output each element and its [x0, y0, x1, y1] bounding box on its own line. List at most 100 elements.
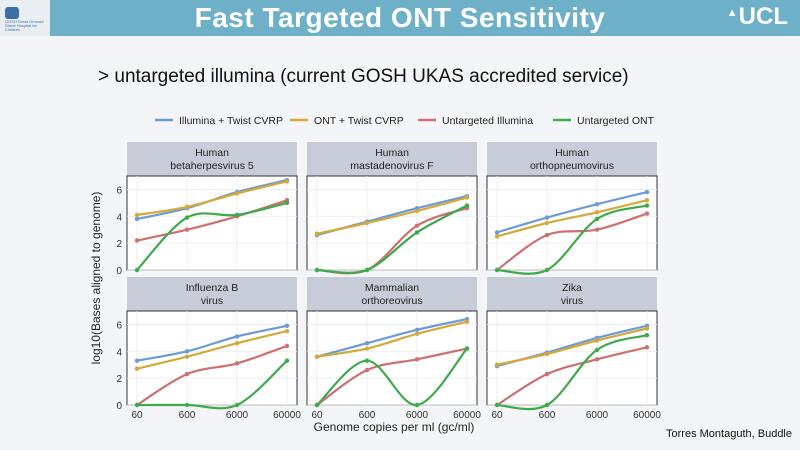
- data-point: [184, 349, 190, 354]
- data-point: [284, 179, 290, 184]
- series-line: [315, 196, 469, 235]
- data-point: [644, 197, 650, 203]
- series-line: [315, 204, 469, 274]
- data-point: [594, 216, 600, 222]
- data-point: [234, 334, 240, 339]
- facet-title-line2: mastadenovirus F: [350, 160, 433, 172]
- series-line: [495, 327, 649, 366]
- gosh-logo: GOSH Great Ormond Street Hospital for Ch…: [0, 0, 50, 36]
- data-point: [134, 267, 140, 273]
- legend-label: Illumina + Twist CVRP: [179, 115, 283, 127]
- data-point: [134, 216, 140, 222]
- data-point: [284, 343, 290, 349]
- data-point: [594, 210, 600, 215]
- data-point: [544, 220, 550, 226]
- series-line: [495, 212, 649, 272]
- data-point: [184, 402, 190, 408]
- data-point: [234, 402, 240, 408]
- data-point: [644, 189, 650, 195]
- x-tick-label: 6000: [226, 410, 249, 421]
- legend-label: Untargeted ONT: [577, 115, 655, 127]
- data-point: [184, 354, 190, 359]
- credit: Torres Montaguth, Buddle: [666, 428, 792, 440]
- series-line: [495, 204, 649, 275]
- facet-title-line1: Human: [195, 147, 229, 159]
- y-tick-label: 2: [116, 239, 122, 250]
- legend-label: ONT + Twist CVRP: [314, 115, 404, 127]
- x-tick-label: 60000: [273, 410, 301, 421]
- data-point: [284, 323, 290, 328]
- legend-item: ONT + Twist CVRP: [290, 115, 404, 127]
- series-line: [315, 347, 469, 407]
- data-point: [464, 203, 470, 208]
- x-tick-label: 60: [131, 410, 143, 421]
- series-line: [135, 324, 289, 362]
- data-point: [494, 234, 500, 239]
- data-point: [594, 357, 600, 362]
- data-point: [184, 227, 190, 232]
- series-line: [315, 347, 469, 407]
- data-point: [184, 215, 190, 220]
- data-point: [364, 358, 370, 363]
- facet-strip: [487, 142, 657, 176]
- data-point: [644, 332, 650, 338]
- facet-strip: [307, 142, 477, 176]
- data-point: [314, 354, 320, 359]
- data-point: [594, 338, 600, 343]
- data-point: [414, 230, 420, 235]
- data-point: [644, 345, 650, 350]
- data-point: [644, 211, 650, 216]
- data-point: [544, 402, 550, 408]
- series-line: [315, 318, 469, 358]
- data-point: [234, 341, 240, 346]
- facet-plot-area: [486, 310, 658, 406]
- data-point: [364, 267, 370, 273]
- facet-title-line2: virus: [201, 295, 223, 307]
- data-point: [364, 346, 370, 351]
- data-point: [314, 267, 320, 273]
- data-point: [284, 358, 290, 363]
- data-point: [134, 358, 140, 363]
- data-point: [314, 402, 320, 408]
- gosh-logo-mark: [5, 7, 19, 19]
- data-point: [134, 238, 140, 243]
- data-point: [594, 227, 600, 232]
- series-line: [315, 320, 469, 358]
- data-point: [544, 232, 550, 238]
- x-tick-label: 600: [179, 410, 196, 421]
- series-line: [135, 359, 289, 410]
- y-tick-label: 2: [116, 374, 122, 385]
- data-point: [414, 402, 420, 408]
- facet-title-line1: Human: [375, 147, 409, 159]
- data-point: [134, 212, 140, 218]
- data-point: [414, 327, 420, 332]
- data-point: [494, 230, 500, 235]
- data-point: [414, 223, 420, 228]
- series-line: [135, 199, 289, 242]
- data-point: [594, 347, 600, 353]
- x-tick-label: 6000: [586, 410, 609, 421]
- x-axis-title: Genome copies per ml (gc/ml): [314, 420, 475, 434]
- data-point: [234, 191, 240, 196]
- facet-plot-area: [486, 175, 658, 271]
- y-tick-label: 0: [116, 266, 122, 277]
- facet-title-line2: virus: [561, 295, 583, 307]
- data-point: [644, 203, 650, 208]
- data-point: [644, 326, 650, 331]
- data-point: [134, 366, 140, 371]
- facet-title-line2: betaherpesvirus 5: [170, 160, 254, 172]
- data-point: [184, 371, 190, 377]
- data-point: [414, 357, 420, 362]
- dome-icon: ▲: [726, 7, 738, 19]
- ucl-logo-text: UCL: [738, 3, 788, 30]
- facet-title-line1: Human: [555, 147, 589, 159]
- data-point: [544, 215, 550, 220]
- x-tick-label: 600: [359, 410, 376, 421]
- data-point: [414, 208, 420, 214]
- facet-title-line1: Zika: [562, 282, 582, 294]
